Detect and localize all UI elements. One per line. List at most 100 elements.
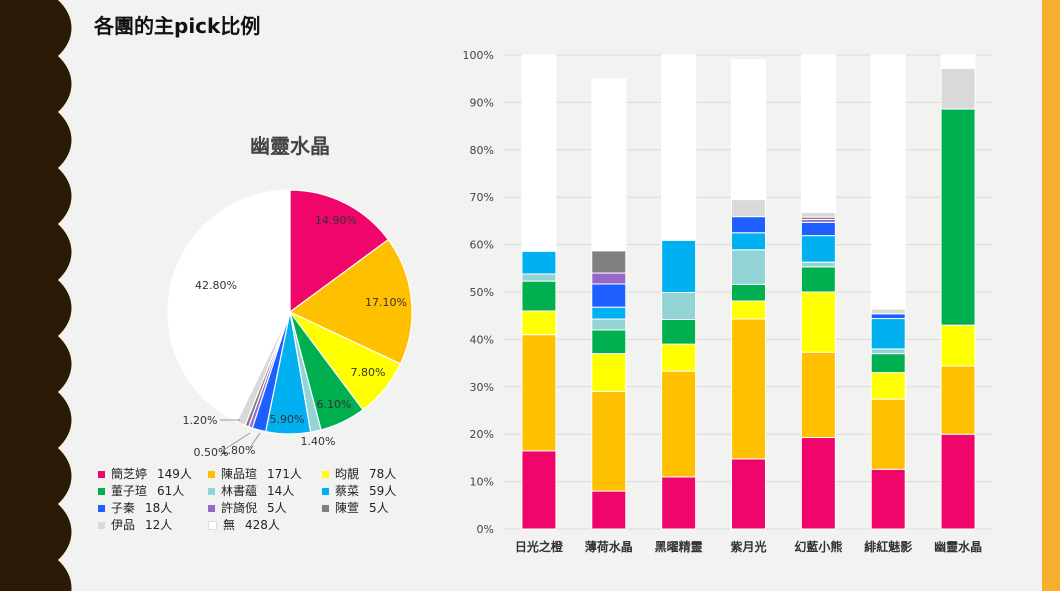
legend-name: 蔡菜 [335,484,360,498]
bar-segment [870,372,906,400]
bar-segment [940,433,976,530]
bar-segment [521,450,557,530]
bar-segment [661,239,697,293]
legend-swatch [208,471,215,478]
x-category-label: 薄荷水晶 [585,539,633,554]
legend-swatch [322,505,329,512]
legend-swatch [322,488,329,495]
stacked-bar-chart: 0% 10% 20% 30% 40% 50% 60% 70% 80% 90% 100% 日光之橙 薄荷水… [463,49,993,554]
legend-name: 昀靚 [335,467,360,481]
pie-slice-10 [167,189,291,423]
pie-data-label: 42.80% [195,279,237,292]
pie-data-label: 17.10% [365,296,407,309]
legend-swatch [98,505,105,512]
legend-swatch [208,505,215,512]
bar-segment [870,313,906,320]
bar-segment [591,250,627,274]
legend-count: 5人 [267,501,287,515]
pie-data-label: 1.40% [301,435,336,448]
bar-segment [731,59,766,201]
legend-item: 無 428人 [208,516,280,533]
pie-slice-1 [288,238,413,365]
pie-data-label: 7.80% [351,366,386,379]
legend-count: 171人 [267,467,302,481]
bar-segment [521,280,557,312]
page-title: 各團的主pick比例 [94,14,261,38]
bar-segment [591,329,627,355]
legend-swatch [322,471,329,478]
legend-name: 無 [223,518,236,532]
x-category-label: 日光之橙 [515,539,564,554]
bar-segment [591,353,627,393]
legend-count: 14人 [267,484,295,498]
y-tick-label: 80% [470,144,494,157]
legend-swatch [98,488,105,495]
bar-segment [521,334,557,452]
y-tick-label: 0% [477,523,494,536]
right-accent-bar [1042,0,1060,591]
bar-segment [870,353,906,374]
legend-swatch [98,471,105,478]
pie-callout-line [248,432,261,450]
bar-segment [800,261,836,268]
bar-segment [591,272,627,285]
bar-segment [731,216,766,234]
y-tick-label: 50% [470,286,494,299]
y-tick-label: 10% [470,476,494,489]
bar-segment [800,221,836,237]
x-category-label: 紫月光 [730,539,766,554]
y-tick-label: 40% [470,333,494,346]
bar-segment [940,67,976,110]
legend-item: 許旖倪 5人 [208,499,287,516]
legend-name: 伊品 [111,518,136,532]
bar-segment [591,490,627,530]
bar-segment [661,54,697,241]
left-wavy-decoration [0,0,72,591]
x-category-label: 幽靈水晶 [934,539,982,554]
legend-item: 簡芝婷 149人 [98,465,192,482]
y-tick-label: 30% [470,381,494,394]
legend-item: 陳品瑄 171人 [208,465,302,482]
bar-segment [731,300,766,320]
legend-count: 61人 [157,484,185,498]
bar-segment [521,273,557,282]
legend-item: 陳萱 5人 [322,499,389,516]
y-tick-label: 90% [470,96,494,109]
bar-segment [940,324,976,367]
legend-count: 78人 [369,467,397,481]
bar-segment [800,291,836,353]
bar-segment [940,365,976,435]
bar-segment [521,310,557,336]
y-tick-label: 100% [463,49,494,62]
pie-slice-0 [289,189,390,314]
bar-segment [800,266,836,293]
bar-segment [731,232,766,251]
bar-segment [591,78,627,252]
legend-name: 簡芝婷 [111,467,148,481]
bar-segment [800,235,836,263]
pie-data-label: 1.80% [221,444,256,457]
bar-segment [870,398,906,470]
bar-segment [800,211,836,218]
legend-count: 428人 [245,518,280,532]
legend-swatch [208,488,215,495]
bar-segment [591,283,627,308]
bar-segment [800,54,836,213]
pie-data-label: 5.90% [270,413,305,426]
legend-count: 12人 [145,518,173,532]
legend-name: 陳萱 [335,501,360,515]
x-category-label: 緋紅魅影 [864,539,912,554]
legend-name: 林書蘊 [221,484,258,498]
bar-segment [521,250,557,275]
x-category-label: 黑曜精靈 [655,539,703,554]
bar-segment [591,318,627,331]
bar-segment [870,318,906,350]
bar-segment [731,283,766,302]
bar-segment [870,348,906,355]
bar-segment [870,468,906,530]
pie-data-label: 6.10% [317,398,352,411]
bar-segment [591,391,627,492]
legend-count: 5人 [369,501,389,515]
pie-data-label: 0.50% [194,446,229,459]
legend-name: 子秦 [111,501,136,515]
